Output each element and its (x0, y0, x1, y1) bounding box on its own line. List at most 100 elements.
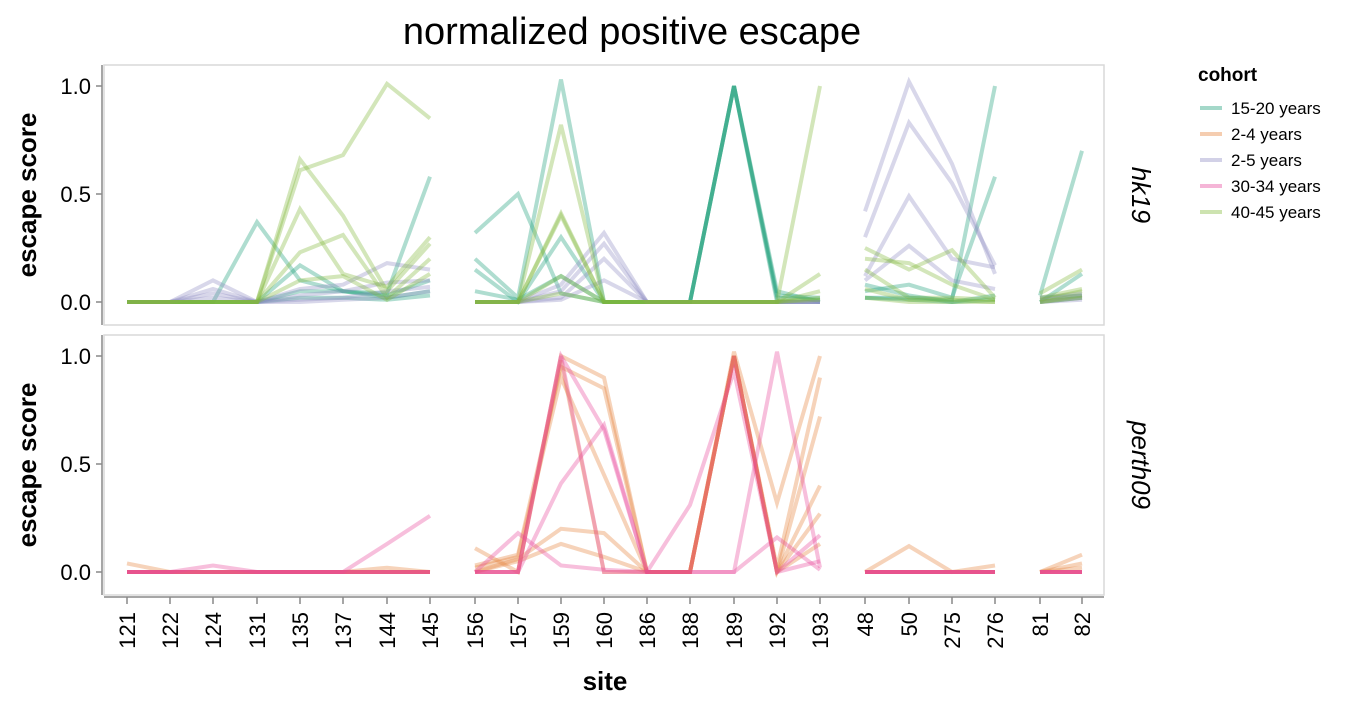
x-tick-label: 82 (1070, 612, 1095, 636)
series-line-2-4-years (126, 561, 431, 574)
series-line-30-34-years (475, 350, 822, 576)
y-tick-label: 1.0 (60, 344, 91, 369)
series-line-15-20-years (1038, 272, 1084, 304)
x-tick-label: 189 (722, 612, 747, 649)
series-line-40-45-years (127, 232, 432, 304)
x-tick-label: 137 (331, 612, 356, 649)
y-tick-label: 0.0 (60, 290, 91, 315)
x-tick-label: 159 (549, 612, 574, 649)
series-line-40-45-years (127, 205, 432, 304)
x-tick-label: 144 (375, 612, 400, 649)
x-axis-title: site (583, 666, 628, 696)
legend-title: cohort (1198, 65, 1258, 86)
series-line-2-4-years (474, 355, 822, 577)
series-line-15-20-years (865, 85, 997, 302)
series-line-2-5-years (1039, 291, 1083, 300)
series-line-15-20-years (473, 85, 821, 305)
x-tick-label: 131 (245, 612, 270, 649)
facets-layer: 0.0 0.5 1.0 escape score hk19 0.0 0.5 1.0 escape… (12, 64, 1156, 596)
series-line-40-45-years (127, 272, 432, 304)
y-tick-label: 1.0 (60, 74, 91, 99)
legend-label: 15-20 years (1231, 99, 1321, 118)
legend: cohort 15-20 years 2-4 years 2-5 years 30-3… (1198, 65, 1321, 222)
x-tick-label: 188 (678, 612, 703, 649)
x-tick-label: 122 (158, 612, 183, 649)
y-tick-label: 0.5 (60, 452, 91, 477)
x-tick-label: 186 (635, 612, 660, 649)
series-line-2-4-years (1039, 552, 1083, 574)
series-line-15-20-years (474, 85, 820, 304)
x-tick-label: 50 (897, 612, 922, 636)
series-line-2-5-years (863, 243, 996, 291)
series-line-30-34-years (473, 363, 821, 575)
series-line-2-5-years (1039, 293, 1083, 302)
x-tick-label: 48 (853, 612, 878, 636)
series-line-40-45-years (864, 256, 996, 302)
series-line-2-4-years (1039, 561, 1083, 574)
series-line-40-45-years (864, 246, 997, 300)
x-tick-label: 145 (418, 612, 443, 649)
x-tick-label: 160 (592, 612, 617, 649)
series-line-40-45-years (127, 155, 432, 304)
y-tick-label: 0.5 (60, 182, 91, 207)
series-line-40-45-years (864, 287, 996, 304)
series-line-40-45-years (475, 273, 821, 304)
series-line-40-45-years (475, 208, 822, 304)
series-line-2-4-years (475, 355, 822, 576)
facet-frame (103, 64, 1105, 326)
y-axis-title: escape score (12, 113, 42, 278)
series-line-2-5-years (475, 278, 820, 304)
series-line-15-20-years (864, 176, 997, 301)
y-axis-title: escape score (12, 383, 42, 548)
legend-label: 30-34 years (1231, 177, 1321, 196)
x-axis: 121 122 124 131 135 137 144 145 156 157 159 160 186 1… (104, 596, 1104, 649)
series-line-15-20-years (1038, 150, 1084, 297)
series-line-40-45-years (864, 295, 995, 304)
facet-label-hk19: hk19 (1126, 167, 1156, 223)
series-line-2-5-years (127, 284, 431, 305)
series-line-40-45-years (475, 85, 822, 304)
series-line-2-5-years (127, 289, 431, 304)
series-line-15-20-years (127, 289, 431, 304)
series-line-15-20-years (864, 282, 996, 305)
x-tick-label: 275 (940, 612, 965, 649)
series-line-2-4-years (474, 355, 822, 574)
series-line-15-20-years (473, 85, 821, 304)
x-tick-label: 124 (201, 612, 226, 649)
facet-perth09: 0.0 0.5 1.0 escape score perth09 (12, 334, 1156, 596)
series-line-2-4-years (474, 351, 822, 576)
x-tick-label: 121 (115, 612, 140, 649)
series-line-40-45-years (127, 80, 432, 304)
facet-frame (103, 334, 1105, 596)
series-line-2-4-years (474, 355, 822, 574)
series-line-2-4-years (1039, 565, 1083, 574)
series-line-40-45-years (475, 211, 821, 304)
series-line-40-45-years (1039, 293, 1083, 304)
series-line-40-45-years (1039, 287, 1083, 300)
series-line-15-20-years (1039, 295, 1083, 304)
series-line-2-5-years (127, 278, 431, 305)
series-line-2-4-years (863, 543, 996, 575)
x-tick-label: 193 (808, 612, 833, 649)
series-line-30-34-years (127, 514, 432, 574)
legend-label: 40-45 years (1231, 203, 1321, 222)
series-line-40-45-years (863, 267, 996, 302)
x-tick-label: 156 (463, 612, 488, 649)
series-line-2-5-years (1039, 297, 1083, 304)
y-tick-label: 0.0 (60, 560, 91, 585)
x-tick-label: 135 (288, 612, 313, 649)
chart-title: normalized positive escape (403, 11, 861, 53)
x-tick-label: 276 (983, 612, 1008, 649)
series-line-2-5-years (1039, 295, 1083, 304)
series-line-2-5-years (475, 229, 820, 304)
series-line-30-34-years (475, 355, 822, 574)
series-line-15-20-years (1039, 293, 1083, 300)
series-line-40-45-years (1039, 289, 1083, 302)
series-line-40-45-years (1039, 267, 1083, 296)
series-line-40-45-years (1039, 295, 1083, 304)
x-tick-label: 157 (506, 612, 531, 649)
series-line-15-20-years (473, 79, 821, 304)
series-line-2-4-years (474, 355, 822, 579)
